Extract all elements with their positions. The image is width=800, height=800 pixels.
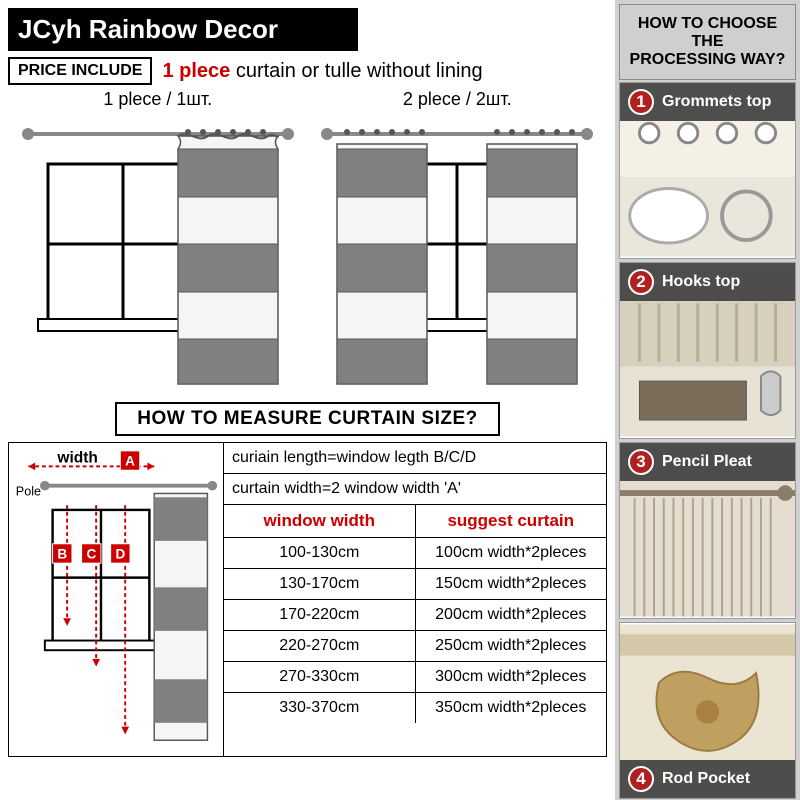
table-row: 220-270cm250cm width*2pleces	[224, 631, 606, 662]
svg-text:B: B	[57, 546, 67, 561]
price-row: PRICE INCLUDE 1 plece curtain or tulle w…	[8, 57, 607, 85]
table-row: 270-330cm300cm width*2pleces	[224, 662, 606, 693]
option-number: 4	[628, 766, 654, 792]
measure-table: curiain length=window legth B/C/D curtai…	[224, 443, 606, 756]
right-panel: HOW TO CHOOSE THE PROCESSING WAY? 1 Grom…	[615, 0, 800, 800]
svg-text:Pole: Pole	[16, 484, 41, 498]
measure-title: HOW TO MEASURE CURTAIN SIZE?	[115, 402, 500, 436]
option-hooks: 2 Hooks top	[619, 262, 796, 439]
table-row: 130-170cm150cm width*2pleces	[224, 569, 606, 600]
option-label: Pencil Pleat	[662, 453, 752, 471]
table-row: 330-370cm350cm width*2pleces	[224, 693, 606, 723]
option-rod-pocket: 4 Rod Pocket	[619, 622, 796, 799]
processing-header: HOW TO CHOOSE THE PROCESSING WAY?	[619, 4, 796, 80]
diagram-two-piece: 2 plece / 2шт.	[317, 89, 597, 394]
option-grommets: 1 Grommets top	[619, 82, 796, 259]
option-number: 2	[628, 269, 654, 295]
table-header: window width suggest curtain	[224, 505, 606, 538]
option-pencil-pleat: 3 Pencil Pleat	[619, 442, 796, 619]
formula-length: curiain length=window legth B/C/D	[224, 443, 606, 474]
price-include-label: PRICE INCLUDE	[8, 57, 152, 85]
option-label: Rod Pocket	[662, 770, 750, 788]
svg-text:A: A	[125, 453, 135, 468]
svg-text:width: width	[56, 449, 97, 466]
option-number: 1	[628, 89, 654, 115]
table-row: 100-130cm100cm width*2pleces	[224, 538, 606, 569]
svg-text:C: C	[86, 546, 96, 561]
curtain-diagrams: 1 plece / 1шт.	[8, 89, 607, 394]
measure-section: HOW TO MEASURE CURTAIN SIZE? width A Pol…	[8, 402, 607, 757]
svg-text:D: D	[116, 546, 126, 561]
table-row: 170-220cm200cm width*2pleces	[224, 600, 606, 631]
curtain-two-piece-svg	[317, 114, 597, 394]
option-label: Hooks top	[662, 273, 740, 291]
measure-diagram: width A Pole	[9, 443, 224, 756]
price-include-text: 1 plece curtain or tulle without lining	[162, 60, 482, 83]
brand-title: JCyh Rainbow Decor	[8, 8, 358, 51]
option-number: 3	[628, 449, 654, 475]
formula-width: curtain width=2 window width 'A'	[224, 474, 606, 505]
curtain-one-piece-svg	[18, 114, 298, 394]
diagram-one-piece: 1 plece / 1шт.	[18, 89, 298, 394]
option-label: Grommets top	[662, 93, 771, 111]
left-panel: JCyh Rainbow Decor PRICE INCLUDE 1 plece…	[0, 0, 615, 800]
